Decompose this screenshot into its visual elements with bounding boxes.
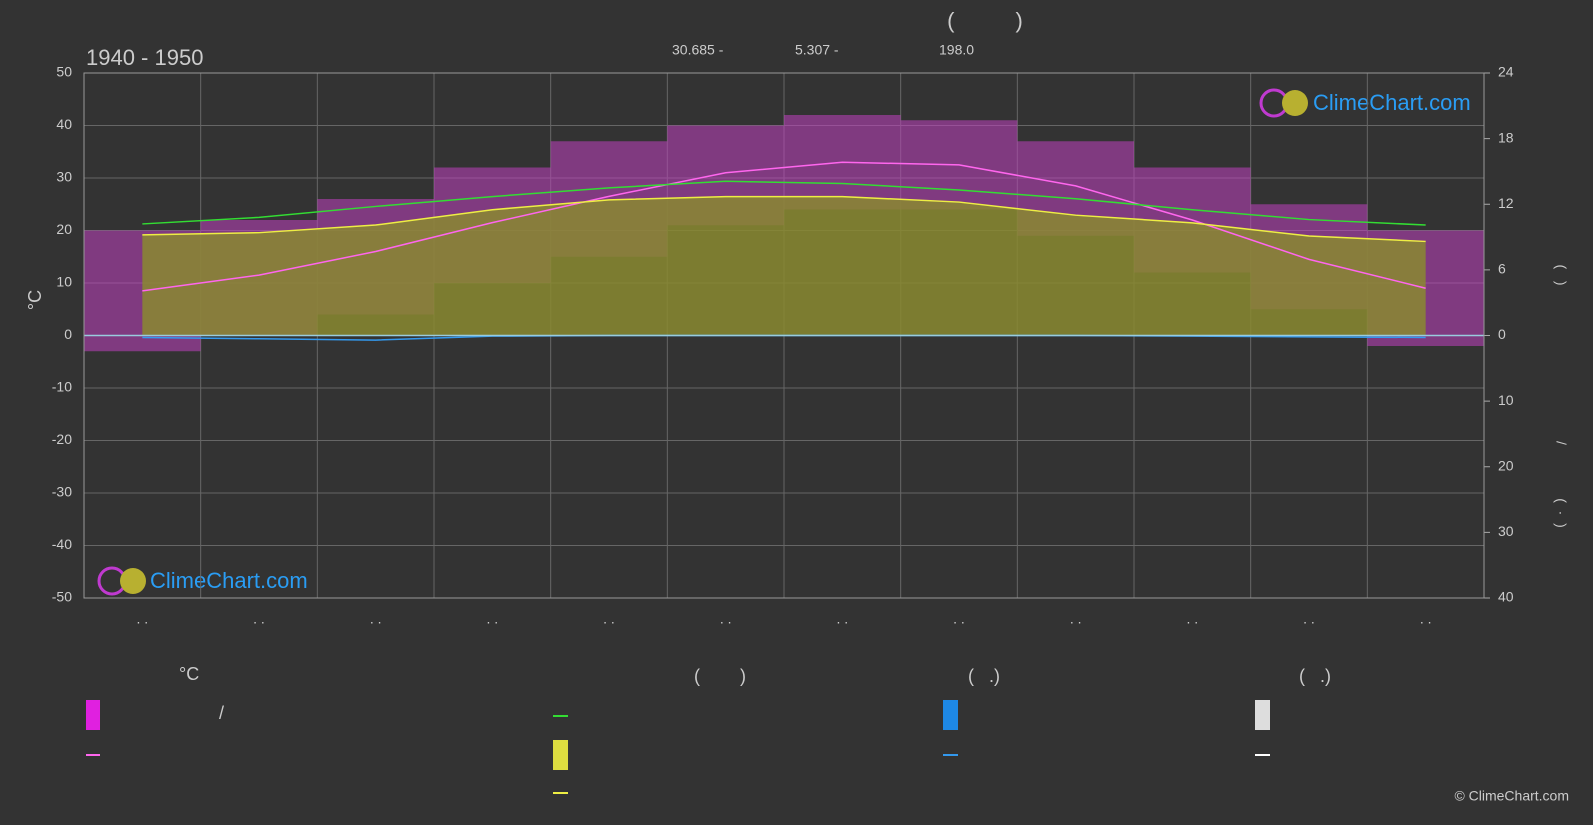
y2-tick-label: 24 xyxy=(1498,64,1514,80)
y-axis-label: °C xyxy=(25,290,45,310)
y-tick-label: 40 xyxy=(56,116,72,132)
y2-tick-label: 6 xyxy=(1498,261,1506,277)
copyright: © ClimeChart.com xyxy=(1454,788,1569,804)
legend-swatch xyxy=(553,740,568,770)
subtitle: 1940 - 1950 xyxy=(86,45,203,70)
legend-header: ( .) xyxy=(1299,666,1331,686)
sunshine-area xyxy=(142,196,1426,336)
stat: 5.307 - xyxy=(795,42,839,58)
y-tick-label: -10 xyxy=(52,379,72,395)
series-line xyxy=(142,161,1426,292)
x-tick-label: . . xyxy=(1420,611,1432,627)
legend-header: ( ) xyxy=(694,666,746,686)
y-tick-label: 20 xyxy=(56,221,72,237)
y-tick-label: 0 xyxy=(64,326,72,342)
series-line xyxy=(142,195,1426,243)
stat: 30.685 - xyxy=(672,42,724,58)
logo-text: ClimeChart.com xyxy=(1313,90,1471,115)
y-tick-label: -50 xyxy=(52,589,72,605)
y2-tick-label: 12 xyxy=(1498,195,1514,211)
x-tick-label: . . xyxy=(1303,611,1315,627)
y3-axis-label: ( · ) xyxy=(1553,498,1569,528)
chart-title: ( ) xyxy=(947,8,1023,33)
y-tick-label: -40 xyxy=(52,536,72,552)
y-tick-label: 50 xyxy=(56,64,72,80)
stat: 198.0 xyxy=(939,42,974,58)
axis-separator: / xyxy=(1553,441,1569,445)
y-tick-label: -20 xyxy=(52,431,72,447)
x-tick-label: . . xyxy=(370,611,382,627)
y3-tick-label: 30 xyxy=(1498,523,1514,539)
x-tick-label: . . xyxy=(486,611,498,627)
legend-header: °C xyxy=(179,664,199,684)
y-tick-label: 30 xyxy=(56,169,72,185)
y3-tick-label: 40 xyxy=(1498,589,1514,605)
legend-swatch xyxy=(1255,700,1270,730)
logo-text: ClimeChart.com xyxy=(150,568,308,593)
y2-axis-label: ( ) xyxy=(1553,265,1569,286)
y-tick-label: -30 xyxy=(52,484,72,500)
y-tick-label: 10 xyxy=(56,274,72,290)
y2-tick-label: 18 xyxy=(1498,129,1514,145)
x-tick-label: . . xyxy=(953,611,965,627)
x-tick-label: . . xyxy=(136,611,148,627)
x-tick-label: . . xyxy=(720,611,732,627)
logo: ClimeChart.com xyxy=(97,566,308,596)
x-tick-label: . . xyxy=(603,611,615,627)
y3-tick-label: 20 xyxy=(1498,457,1514,473)
x-tick-label: . . xyxy=(1070,611,1082,627)
x-tick-label: . . xyxy=(836,611,848,627)
legend-header: ( .) xyxy=(968,666,1000,686)
plot-frame xyxy=(83,72,1485,599)
legend-separator: / xyxy=(219,703,224,723)
legend-swatch xyxy=(86,700,100,730)
y2-tick-label: 0 xyxy=(1498,326,1506,342)
series-line xyxy=(142,180,1426,226)
logo: ClimeChart.com xyxy=(1259,88,1471,118)
legend-swatch xyxy=(943,700,958,730)
y3-tick-label: 10 xyxy=(1498,392,1514,408)
x-tick-label: . . xyxy=(1186,611,1198,627)
x-tick-label: . . xyxy=(253,611,265,627)
